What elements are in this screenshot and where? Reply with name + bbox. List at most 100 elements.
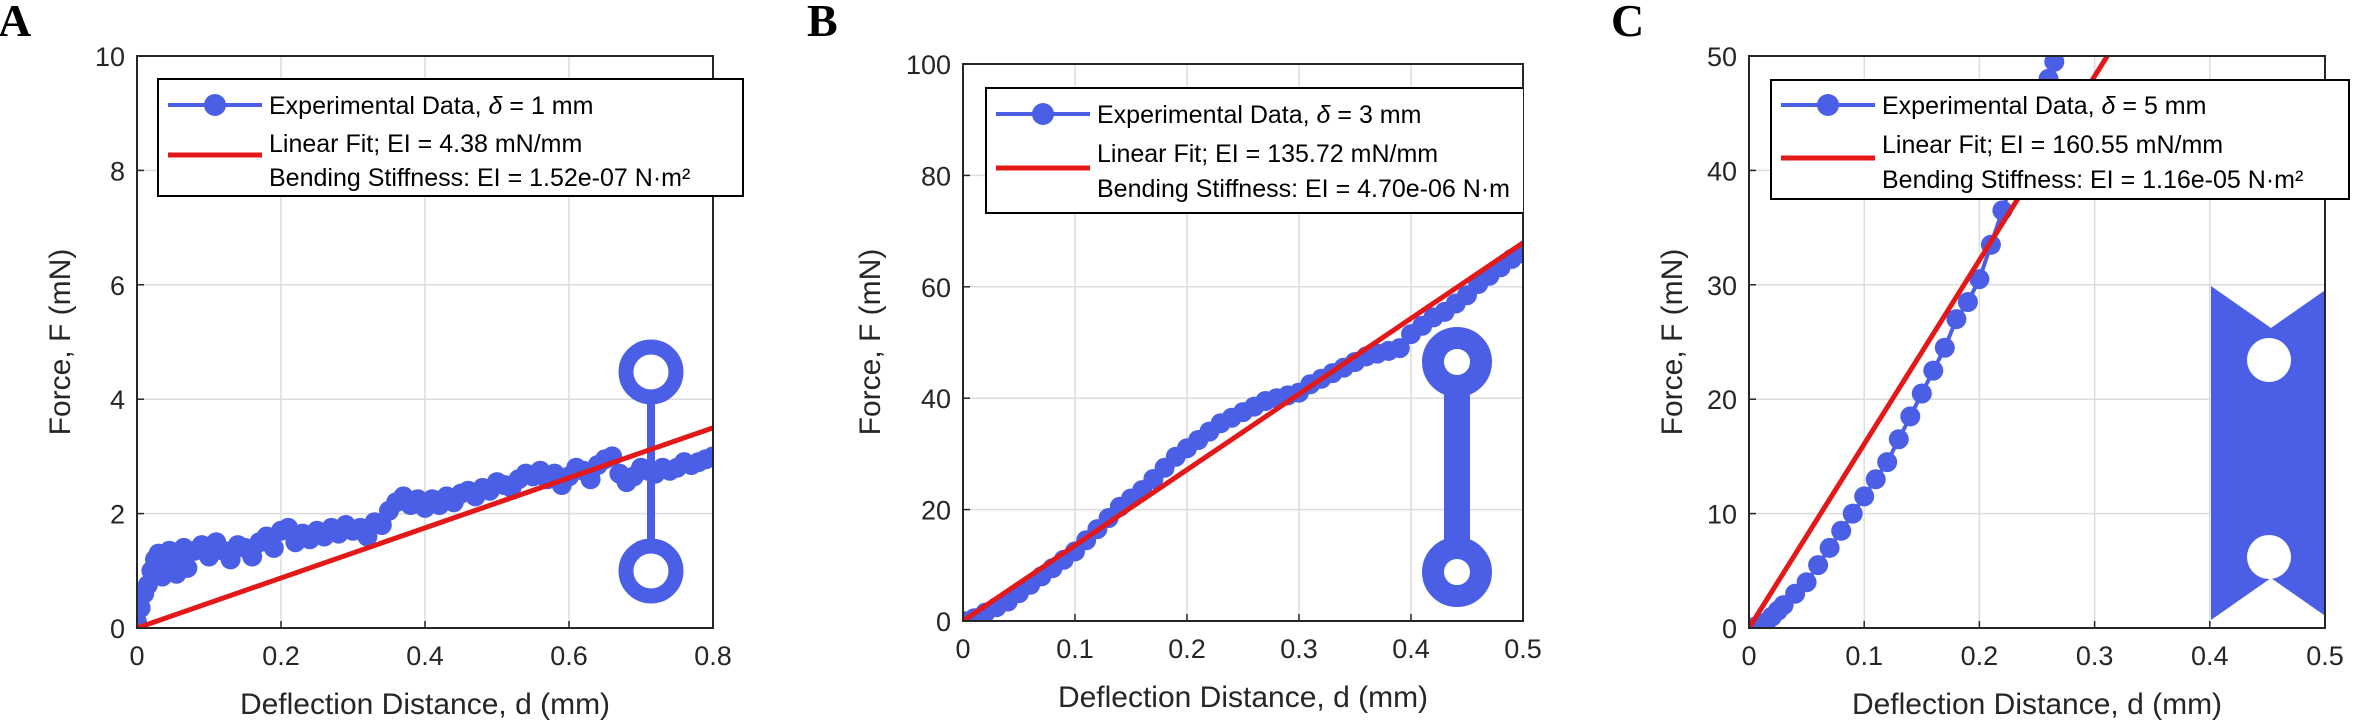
panel-b-linear-fit-line	[963, 240, 1523, 621]
panel-c-label: C	[1611, 0, 1644, 46]
panel-c-legend-fit-label: Linear Fit; EI = 160.55 mN/mm	[1882, 131, 2223, 159]
panel-a-legend-data-marker	[204, 94, 226, 116]
panel-c-data-point	[1831, 520, 1852, 541]
panel-b-series	[963, 240, 1523, 621]
panel-c-x-tick-label: 0	[1741, 641, 1756, 671]
panel-c-x-axis-label: Deflection Distance, d (mm)	[1852, 688, 2222, 721]
panel-c-x-tick-label: 0.3	[2076, 641, 2114, 671]
panel-a-y-tick-label: 4	[110, 385, 125, 415]
panel-a-x-ticks: 0 0.2 0.4 0.6 0.8	[129, 621, 732, 671]
panel-c-x-tick-label: 0.5	[2306, 641, 2344, 671]
panel-a-x-tick-label: 0.8	[694, 641, 732, 671]
panel-a-y-tick-label: 0	[110, 614, 125, 644]
panel-a-legend: Experimental Data, δ = 1 mm Linear Fit; …	[157, 78, 744, 197]
panel-c-data-point	[1957, 292, 1978, 312]
panel-c-y-tick-label: 40	[1707, 156, 1737, 186]
panel-b-legend-fit-label: Linear Fit; EI = 135.72 mN/mm	[1097, 140, 1438, 168]
panel-a-y-tick-label: 8	[110, 156, 125, 186]
panel-c-data-point	[1969, 269, 1990, 290]
panel-a-plot-area	[137, 339, 713, 628]
panel-c-axes-box	[1748, 55, 2326, 629]
panel-a-linear-fit-line	[137, 425, 713, 628]
panel-b-y-tick-label: 0	[936, 607, 951, 637]
panel-b-y-ticks: 0 20 40 60 80 100	[906, 50, 970, 637]
panel-b-x-tick-label: 0.3	[1280, 634, 1318, 664]
panel-a-x-tick-label: 0.2	[262, 641, 300, 671]
panel-c-data-point	[2044, 56, 2065, 72]
panel-b-y-axis-label: Force, F (mN)	[854, 249, 887, 436]
panel-a-legend-box	[157, 78, 744, 197]
panel-a-legend-data-label: Experimental Data, δ = 1 mm	[269, 92, 593, 120]
panel-c-legend-data-label: Experimental Data, δ = 5 mm	[1882, 92, 2206, 120]
panel-c: C 0 10 20 30 40 50 0 0.1 0.2 0.3 0.4 0.5 Experimen…	[1611, 0, 2350, 721]
panel-a-data-point	[703, 446, 713, 467]
panel-c-inset-specimen-icon	[2211, 286, 2325, 620]
panel-b-legend-data-marker	[1032, 103, 1054, 125]
panel-b-y-tick-label: 100	[906, 50, 951, 80]
panel-a-legend-fit-label: Linear Fit; EI = 4.38 mN/mm	[269, 130, 582, 158]
panel-b-x-tick-label: 0	[955, 634, 970, 664]
panel-c-data-point	[1854, 486, 1875, 507]
panel-b-label: B	[807, 0, 838, 46]
panel-a-label: A	[0, 0, 31, 46]
panel-c-data-point	[1808, 555, 1829, 576]
panel-a: A 0 2 4 6 8 10 0 0.2 0.4 0.6 0.8 Experimental Dat…	[0, 0, 744, 721]
panel-c-y-tick-label: 30	[1707, 271, 1737, 301]
panel-c-data-point	[1900, 406, 1921, 427]
panel-b-x-tick-label: 0.1	[1056, 634, 1094, 664]
panel-a-axes-box	[136, 55, 714, 629]
panel-b-legend: Experimental Data, δ = 3 mm Linear Fit; …	[985, 87, 1523, 214]
panel-a-x-tick-label: 0.6	[550, 641, 588, 671]
panel-c-data-point	[1819, 537, 1840, 558]
panel-c-data-point	[1946, 309, 1967, 330]
panel-b-x-tick-label: 0.2	[1168, 634, 1206, 664]
panel-b-axes-box	[962, 63, 1524, 622]
panel-b: B 0 20 40 60 80 100 0 0.1 0.2 0.3 0.4 0.5 Experime…	[807, 0, 1542, 714]
panel-a-data-point	[177, 557, 198, 578]
panel-c-y-axis-label: Force, F (mN)	[1656, 249, 1689, 436]
panel-b-y-tick-label: 20	[921, 496, 951, 526]
panel-c-data-point	[1842, 503, 1863, 524]
panel-b-y-tick-label: 60	[921, 273, 951, 303]
panel-a-series	[137, 425, 713, 628]
panel-c-data-point	[1923, 360, 1944, 381]
panel-a-y-ticks: 0 2 4 6 8 10	[95, 42, 144, 644]
panel-c-y-tick-label: 10	[1707, 500, 1737, 530]
panel-a-x-axis-label: Deflection Distance, d (mm)	[240, 688, 610, 721]
panel-c-y-tick-label: 50	[1707, 42, 1737, 72]
panel-c-data-point	[1877, 452, 1898, 473]
panel-b-y-tick-label: 40	[921, 384, 951, 414]
panel-a-x-tick-label: 0	[129, 641, 144, 671]
panel-c-legend-box	[1770, 79, 2350, 200]
panel-c-data-point	[1796, 572, 1817, 593]
panel-b-x-tick-label: 0.5	[1504, 634, 1542, 664]
panel-a-y-axis-label: Force, F (mN)	[44, 249, 77, 436]
panel-b-x-tick-label: 0.4	[1392, 634, 1430, 664]
panel-c-legend: Experimental Data, δ = 5 mm Linear Fit; …	[1770, 79, 2350, 200]
panel-b-inset-specimen-icon	[1422, 327, 1492, 607]
panel-a-y-tick-label: 2	[110, 500, 125, 530]
panel-b-data-point	[1389, 338, 1410, 359]
panel-c-y-tick-label: 20	[1707, 385, 1737, 415]
panel-b-legend-stiffness-label: Bending Stiffness: EI = 4.70e-06 N·m	[1097, 175, 1510, 203]
panel-b-x-axis-label: Deflection Distance, d (mm)	[1058, 681, 1428, 714]
panel-b-plot-area	[963, 240, 1523, 621]
panel-b-legend-data-label: Experimental Data, δ = 3 mm	[1097, 101, 1421, 129]
panel-b-legend-box	[985, 87, 1523, 214]
panel-c-legend-stiffness-label: Bending Stiffness: EI = 1.16e-05 N·m²	[1882, 166, 2303, 194]
panel-c-data-point	[1911, 383, 1932, 404]
panel-a-y-tick-label: 6	[110, 271, 125, 301]
panel-c-data-point	[1865, 469, 1886, 490]
panel-c-data-point	[1934, 337, 1955, 358]
panel-c-x-tick-label: 0.1	[1845, 641, 1883, 671]
panel-c-x-ticks: 0 0.1 0.2 0.3 0.4 0.5	[1741, 621, 2344, 671]
panel-a-legend-stiffness-label: Bending Stiffness: EI = 1.52e-07 N·m²	[269, 164, 690, 192]
panel-b-y-tick-label: 80	[921, 161, 951, 191]
panel-c-x-tick-label: 0.4	[2191, 641, 2229, 671]
panel-a-y-tick-label: 10	[95, 42, 125, 72]
panel-c-legend-data-marker	[1817, 94, 1839, 116]
panel-a-x-tick-label: 0.4	[406, 641, 444, 671]
panel-c-y-ticks: 0 10 20 30 40 50	[1707, 42, 1756, 644]
panel-c-y-tick-label: 0	[1722, 614, 1737, 644]
